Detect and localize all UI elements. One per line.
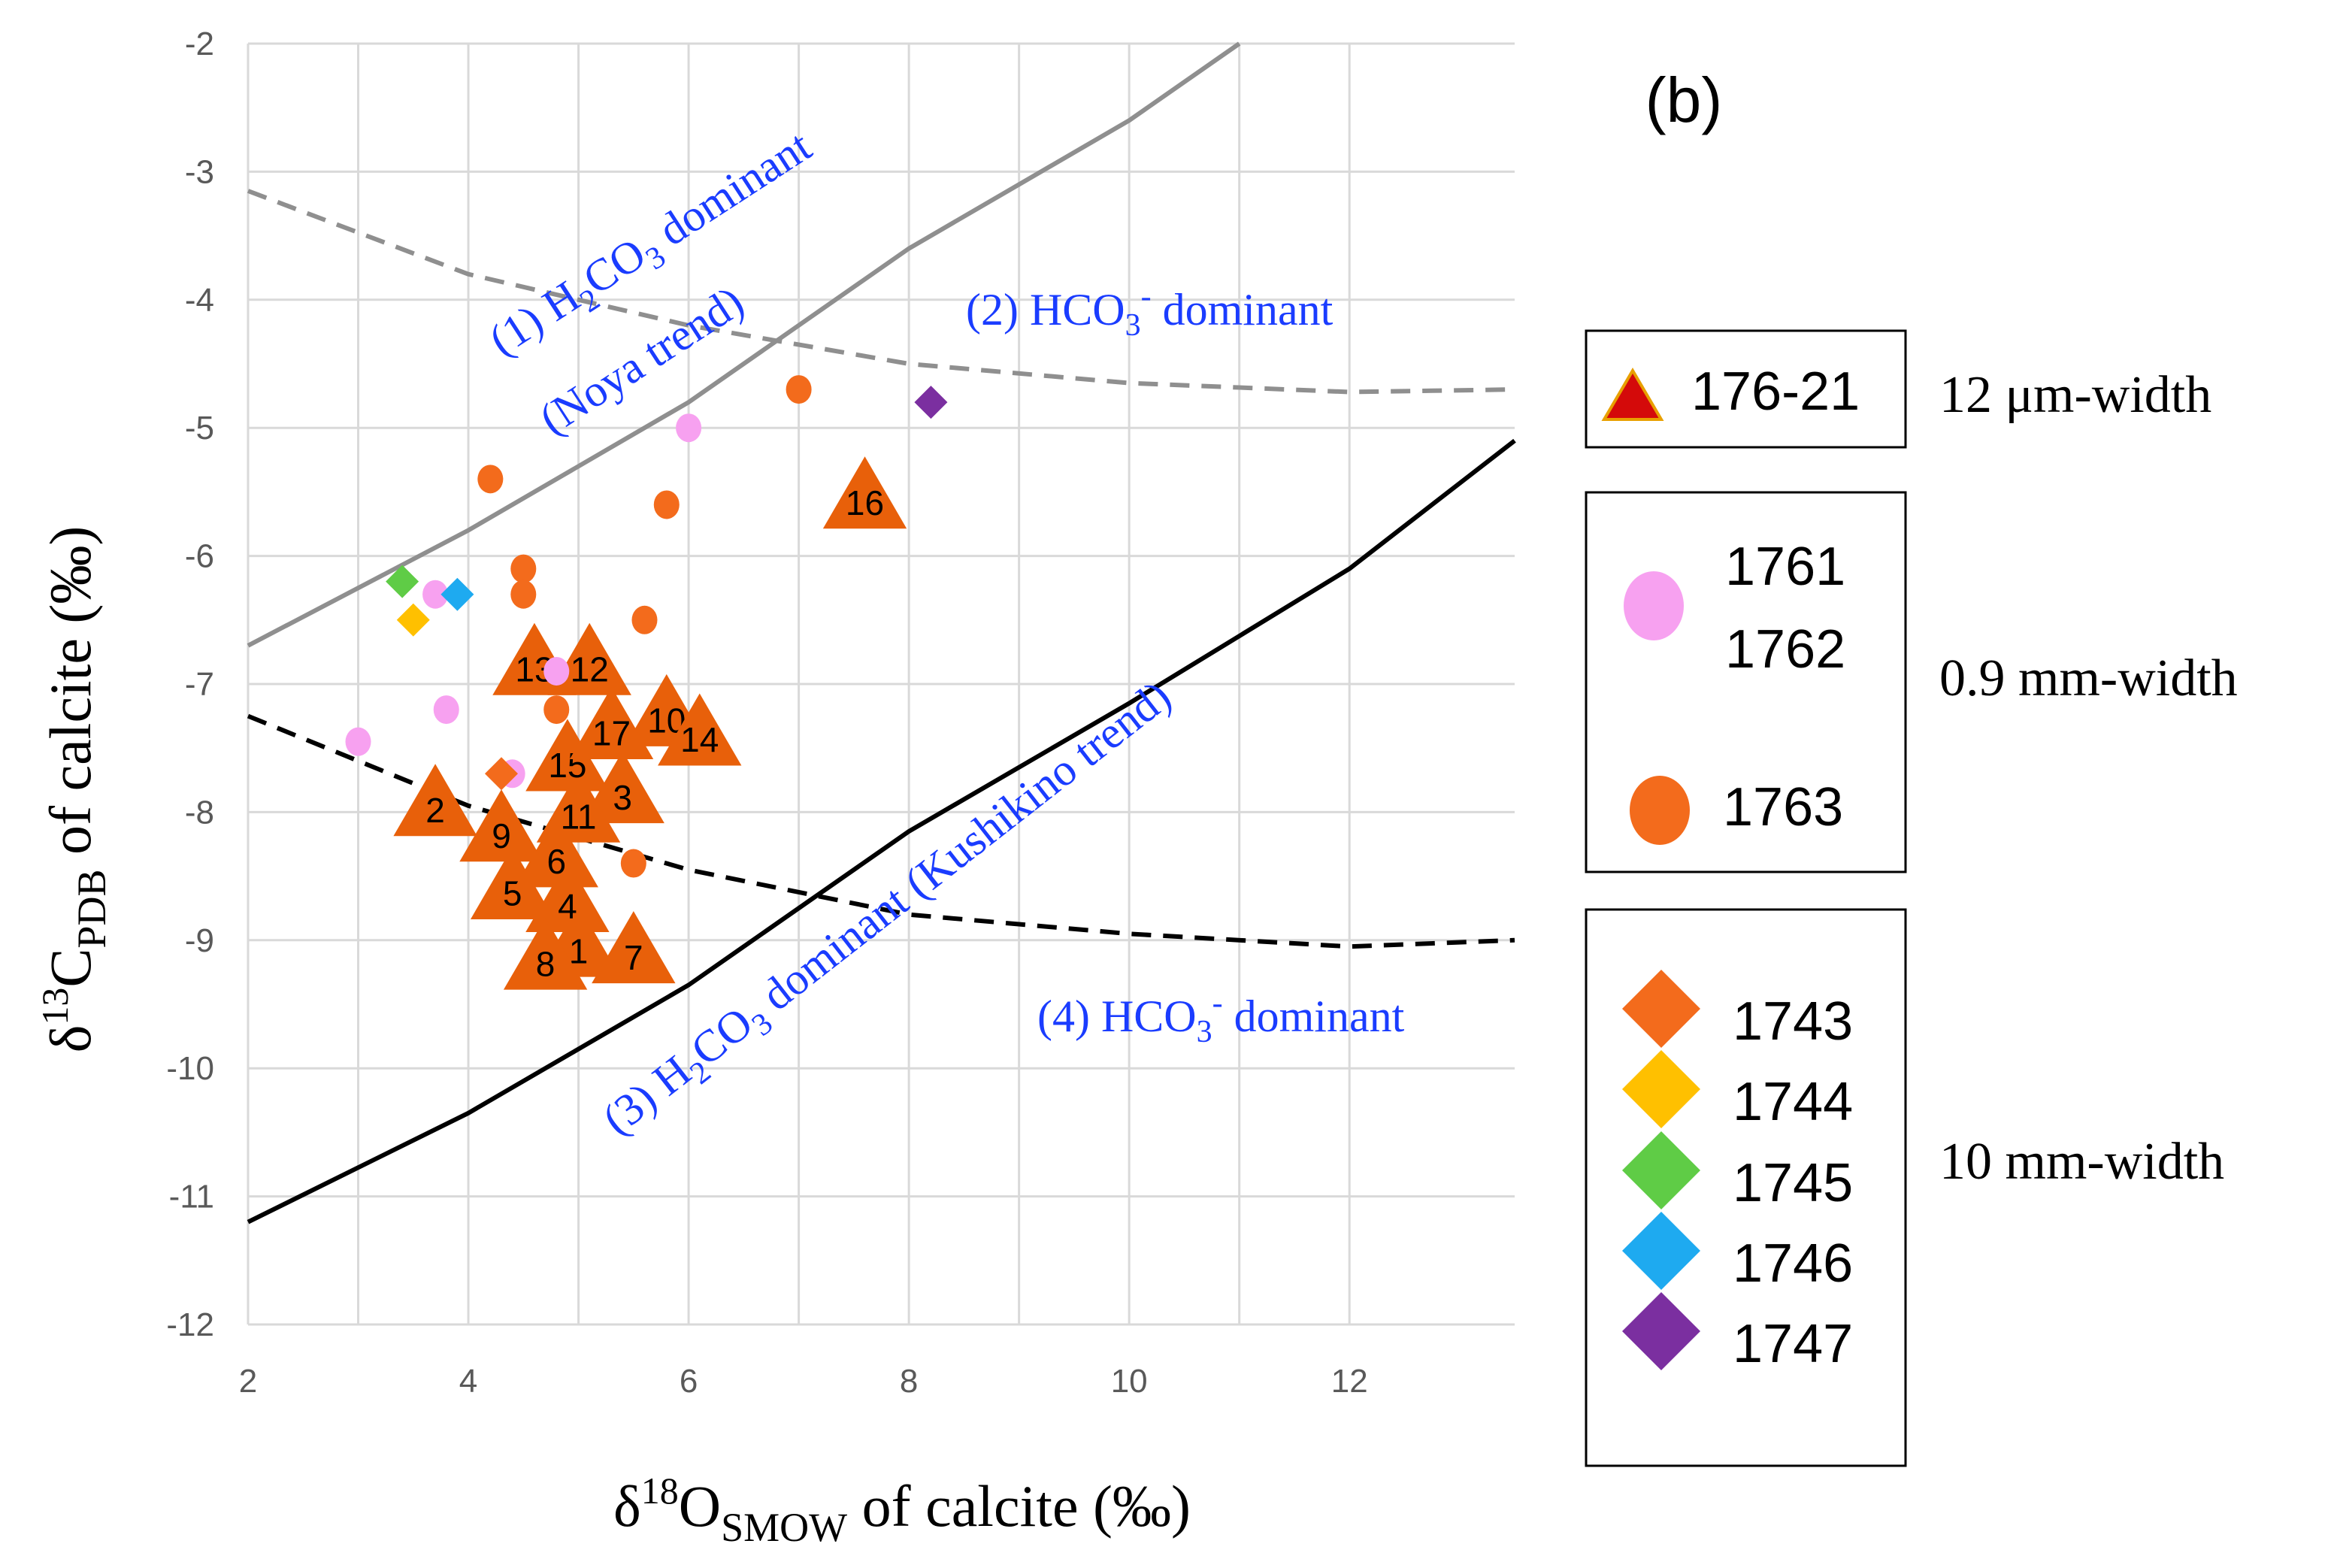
legend-marker-1746 bbox=[1622, 1212, 1700, 1290]
x-tick-label: 2 bbox=[239, 1363, 257, 1400]
legend-width-09mm: 0.9 mm-width bbox=[1939, 649, 2238, 707]
y-tick-label: -2 bbox=[185, 26, 214, 62]
x-axis-title: δ18OSMOW of calcite (‰) bbox=[613, 1470, 1191, 1550]
data-point-label: 14 bbox=[680, 720, 719, 759]
y-tick-label: -10 bbox=[166, 1050, 214, 1087]
legend-marker-176-21 bbox=[1601, 368, 1664, 421]
axis-ticks: 2 4 6 8 10 12 -2 -3 -4 -5 -6 -7 -8 -9 -10 -11 -12 bbox=[166, 26, 1367, 1400]
data-point-circle bbox=[422, 580, 449, 609]
data-point-label: 16 bbox=[846, 483, 884, 522]
data-point-diamond bbox=[386, 565, 419, 598]
trend-line bbox=[247, 189, 1515, 395]
legend: 176-21 12 μm-width 1761 1762 1763 0.9 mm… bbox=[1585, 329, 2238, 1467]
x-tick-label: 8 bbox=[900, 1363, 918, 1400]
x-tick-label: 4 bbox=[459, 1363, 477, 1400]
legend-label-1746: 1746 bbox=[1733, 1234, 1853, 1294]
plot-grid bbox=[247, 42, 1515, 1326]
data-point-circle bbox=[631, 605, 658, 634]
data-point-triangle bbox=[514, 815, 598, 888]
legend-marker-1743 bbox=[1622, 970, 1700, 1048]
y-tick-label: -11 bbox=[169, 1179, 214, 1215]
data-point-diamond bbox=[914, 386, 948, 419]
data-point-triangle bbox=[470, 846, 555, 919]
legend-label-1763: 1763 bbox=[1723, 777, 1843, 837]
y-tick-label: -8 bbox=[185, 794, 214, 831]
data-point-label: 17 bbox=[592, 714, 631, 753]
data-point-label: 4 bbox=[558, 887, 577, 926]
data-point-circle bbox=[477, 465, 504, 494]
legend-width-12um: 12 μm-width bbox=[1939, 366, 2211, 424]
legend-label-1745: 1745 bbox=[1733, 1153, 1853, 1213]
legend-marker-1745 bbox=[1622, 1131, 1700, 1209]
data-point-label: 11 bbox=[561, 797, 597, 836]
data-point-triangle bbox=[592, 911, 676, 984]
data-point-label: 3 bbox=[613, 778, 632, 817]
legend-marker-1763 bbox=[1630, 776, 1690, 845]
data-point-circle bbox=[653, 490, 680, 519]
x-tick-label: 10 bbox=[1111, 1363, 1148, 1400]
y-tick-label: -9 bbox=[185, 922, 214, 959]
y-tick-label: -12 bbox=[166, 1306, 214, 1343]
legend-label-1747: 1747 bbox=[1733, 1314, 1853, 1374]
legend-marker-1747 bbox=[1622, 1292, 1700, 1370]
y-tick-label: -3 bbox=[185, 153, 214, 190]
data-point-label: 2 bbox=[425, 791, 445, 830]
data-point-circle bbox=[510, 580, 537, 609]
data-point-circle bbox=[543, 695, 570, 725]
legend-label-1762: 1762 bbox=[1725, 619, 1845, 680]
panel-label: (b) bbox=[1645, 65, 1723, 135]
trend-line bbox=[247, 438, 1516, 1224]
data-point-triangle bbox=[525, 719, 610, 792]
legend-label-1744: 1744 bbox=[1733, 1072, 1853, 1132]
data-point-circle bbox=[786, 375, 812, 404]
trend-label-kushikino-hco3: (4) HCO3- dominant bbox=[1037, 986, 1405, 1049]
data-point-circle bbox=[620, 849, 646, 878]
trend-line bbox=[247, 41, 1241, 648]
data-point-label: 8 bbox=[536, 944, 555, 983]
legend-width-10mm: 10 mm-width bbox=[1939, 1133, 2224, 1191]
data-point-triangle bbox=[459, 789, 543, 862]
legend-label-1743: 1743 bbox=[1733, 991, 1853, 1052]
data-point-circle bbox=[543, 656, 570, 686]
data-point-diamond bbox=[485, 757, 518, 791]
data-point-triangle bbox=[658, 693, 742, 766]
trend-line bbox=[247, 713, 1515, 949]
y-tick-label: -4 bbox=[185, 282, 214, 319]
y-tick-label: -7 bbox=[185, 666, 214, 703]
data-point-circle bbox=[433, 695, 459, 725]
data-point-diamond bbox=[440, 577, 474, 611]
data-point-triangle bbox=[393, 764, 477, 837]
legend-marker-1744 bbox=[1622, 1050, 1700, 1128]
data-point-circle bbox=[345, 727, 371, 756]
legend-marker-1761-1762 bbox=[1624, 571, 1684, 640]
x-tick-label: 12 bbox=[1331, 1363, 1368, 1400]
data-point-triangle bbox=[503, 917, 588, 990]
legend-label-1761: 1761 bbox=[1725, 537, 1845, 597]
data-point-triangle bbox=[569, 686, 654, 759]
x-tick-label: 6 bbox=[680, 1363, 698, 1400]
data-point-diamond bbox=[396, 603, 430, 637]
data-point-label: 6 bbox=[546, 842, 566, 881]
data-point-triangle bbox=[547, 622, 631, 695]
data-point-label: 12 bbox=[571, 649, 609, 689]
data-point-circle bbox=[510, 554, 537, 583]
y-tick-label: -5 bbox=[185, 410, 214, 446]
trend-label-noya-hco3: (2) HCO3- dominant bbox=[966, 280, 1333, 343]
y-axis-title: δ13CPDB of calcite (‰) bbox=[34, 526, 114, 1053]
data-point-triangle bbox=[580, 751, 664, 824]
data-point-label: 7 bbox=[624, 938, 643, 977]
legend-label-176-21: 176-21 bbox=[1691, 362, 1860, 422]
data-point-circle bbox=[676, 413, 702, 443]
trend-lines bbox=[247, 41, 1516, 1224]
data-point-triangle bbox=[822, 456, 907, 529]
data-point-triangle bbox=[536, 770, 621, 843]
y-tick-label: -6 bbox=[185, 538, 214, 575]
data-point-label: 9 bbox=[492, 816, 511, 855]
